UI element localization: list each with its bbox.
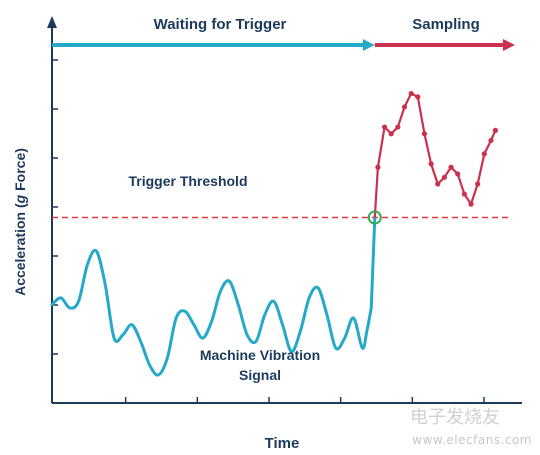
signal-series: [50, 90, 498, 377]
x-axis-label: Time: [265, 435, 300, 452]
y-axis-arrowhead: [47, 16, 57, 28]
waiting-arrowhead: [362, 39, 375, 51]
sample-point: [428, 161, 434, 167]
sample-point: [455, 171, 461, 177]
axes: [47, 16, 522, 404]
y-axis-label-suffix: Force): [12, 148, 28, 195]
sample-point: [421, 131, 428, 137]
sample-point: [441, 174, 448, 180]
watermark-url: www.elecfans.com: [412, 433, 532, 447]
sampling-arrowhead: [503, 39, 515, 51]
sample-point: [488, 137, 494, 144]
sample-point: [492, 127, 498, 133]
sampled-signal-line: [373, 92, 497, 218]
phase-label-waiting: Waiting for Trigger: [154, 16, 287, 33]
chart-labels: Waiting for Trigger Sampling Trigger Thr…: [12, 16, 480, 452]
y-axis-label-prefix: Acceleration (: [12, 203, 28, 296]
annotation-line-2: Signal: [239, 367, 281, 383]
sample-point: [461, 191, 467, 197]
annotation-line-1: Machine Vibration: [200, 347, 320, 363]
sample-point: [395, 124, 401, 130]
axis-ticks: [52, 59, 485, 403]
y-axis-label-italic: g: [12, 194, 28, 204]
sample-point: [415, 94, 421, 100]
phase-label-sampling: Sampling: [412, 16, 480, 33]
sample-point: [401, 104, 408, 110]
sample-point: [448, 164, 454, 170]
phase-arrows: [52, 39, 515, 51]
watermark-cn: 电子发烧友: [410, 407, 500, 428]
sample-point: [468, 201, 474, 207]
vibration-signal-line: [50, 216, 377, 377]
trigger-point-marker: [367, 210, 382, 225]
y-axis-label: Acceleration (g Force): [12, 148, 28, 296]
sample-point: [408, 90, 414, 97]
sample-point: [475, 181, 481, 187]
sample-point: [481, 151, 487, 157]
sample-point: [375, 164, 381, 170]
sample-point: [381, 124, 388, 130]
sample-point: [388, 131, 394, 137]
sample-point: [435, 181, 441, 187]
threshold-label: Trigger Threshold: [128, 173, 247, 189]
